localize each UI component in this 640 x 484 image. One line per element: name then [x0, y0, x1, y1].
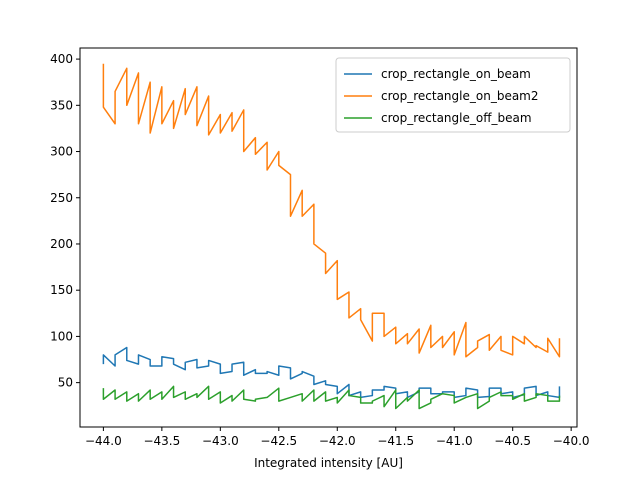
series-line-crop-rectangle-off-beam [102, 385, 561, 410]
y-tick-label: 150 [50, 283, 73, 297]
series-line-crop-rectangle-on-beam [102, 346, 561, 399]
x-tick-label: −40.5 [494, 434, 531, 448]
legend: crop_rectangle_on_beam crop_rectangle_on_… [335, 57, 571, 133]
x-tick-label: −42.0 [319, 434, 356, 448]
x-tick-label: −44.0 [85, 434, 122, 448]
legend-label: crop_rectangle_on_beam [381, 67, 531, 81]
y-tick-label: 50 [58, 376, 73, 390]
x-axis: −44.0 −43.5 −43.0 −42.5 −42.0 −41.5 −41.0 −40.5… [85, 427, 590, 448]
series-line-crop-rectangle-on-beam2 [102, 63, 561, 358]
legend-label: crop_rectangle_on_beam2 [381, 89, 539, 103]
y-tick-label: 300 [50, 145, 73, 159]
x-axis-label: Integrated intensity [AU] [254, 456, 403, 470]
x-tick-label: −41.5 [377, 434, 414, 448]
y-tick-label: 400 [50, 52, 73, 66]
series-layer [102, 63, 561, 410]
x-tick-label: −43.5 [143, 434, 180, 448]
legend-label: crop_rectangle_off_beam [381, 111, 532, 125]
x-tick-label: −43.0 [202, 434, 239, 448]
y-tick-label: 250 [50, 191, 73, 205]
y-tick-label: 200 [50, 237, 73, 251]
x-tick-label: −40.0 [553, 434, 590, 448]
y-axis: 50 100 150 200 250 300 350 400 [50, 52, 80, 390]
y-tick-label: 350 [50, 98, 73, 112]
x-tick-label: −42.5 [260, 434, 297, 448]
x-tick-label: −41.0 [436, 434, 473, 448]
y-tick-label: 100 [50, 329, 73, 343]
axes-frame [79, 47, 578, 428]
